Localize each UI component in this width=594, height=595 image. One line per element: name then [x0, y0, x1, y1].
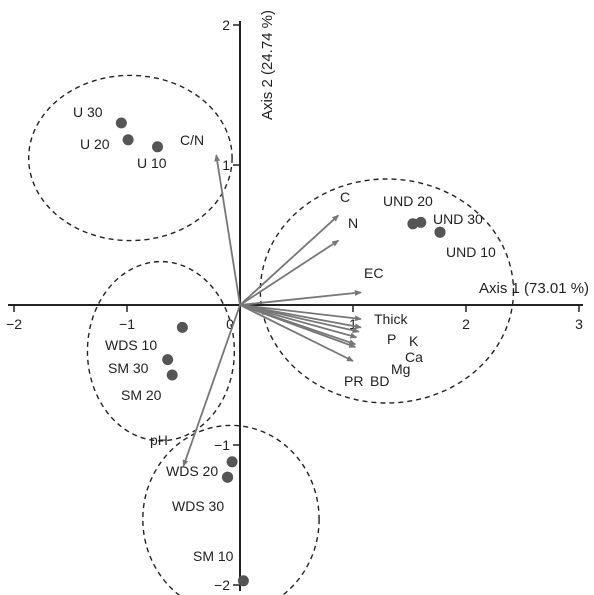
vector-c-n: [214, 154, 241, 306]
point-label-u-10: U 10: [137, 155, 167, 171]
vector-label-ca: Ca: [405, 349, 423, 365]
point-label-u-30: U 30: [73, 104, 103, 120]
point-label-und-10: UND 10: [446, 244, 496, 260]
point-label-u-20: U 20: [80, 136, 110, 152]
vector-ec: [239, 290, 362, 306]
y-tick-label: −2: [214, 577, 230, 593]
point-label-wds-20: WDS 20: [166, 463, 218, 479]
vector-k: [239, 304, 360, 334]
vector-n: [239, 239, 340, 306]
vector-pr: [239, 304, 354, 362]
point-label-und-30: UND 30: [433, 211, 483, 227]
point-wds-10: [176, 321, 188, 333]
x-axis-title: Axis 1 (73.01 %): [479, 280, 589, 297]
x-tick-label: −1: [119, 316, 135, 332]
point-u-20: [122, 134, 134, 146]
vector-label-n: N: [348, 215, 358, 231]
point-label-wds-30: WDS 30: [172, 498, 224, 514]
group-ellipses: [27, 74, 515, 595]
point-label-sm-30: SM 30: [108, 360, 149, 376]
vector-label-c-n: C/N: [180, 132, 204, 148]
point-sm-20: [166, 369, 178, 381]
x-tick-label: −2: [6, 316, 22, 332]
vector-label-k: K: [409, 333, 419, 349]
vector-label-thick: Thick: [374, 311, 408, 327]
vector-c: [239, 214, 340, 306]
point-label-und-20: UND 20: [383, 193, 433, 209]
x-tick-label: 3: [575, 316, 583, 332]
point-unlabeled-5: [415, 216, 427, 228]
point-label-sm-20: SM 20: [121, 387, 162, 403]
x-tick-label: 2: [462, 316, 470, 332]
point-sm-10: [237, 575, 249, 587]
vector-label-p: P: [387, 331, 396, 347]
vector-ph: [182, 304, 241, 467]
point-wds-30: [222, 471, 234, 483]
vector-label-mg: Mg: [391, 361, 410, 377]
x-tick-label: 1: [349, 316, 357, 332]
vector-label-ph: pH: [150, 432, 168, 448]
vector-thick: [239, 304, 362, 322]
point-label-wds-10: WDS 10: [105, 337, 157, 353]
point-u-30: [115, 117, 127, 129]
vector-bd: [239, 304, 357, 348]
y-axis-title: Axis 2 (24.74 %): [259, 10, 276, 120]
point-unlabeled-11: [226, 456, 238, 468]
point-u-10: [152, 141, 164, 153]
vector-label-c: C: [340, 189, 350, 205]
y-tick-label: −1: [214, 437, 230, 453]
y-tick-label: 1: [222, 157, 230, 173]
vector-label-pr: PR: [344, 373, 363, 389]
point-sm-30: [162, 354, 174, 366]
group-ellipse-4: [142, 424, 320, 595]
group-ellipse-1: [27, 74, 233, 242]
vector-ca: [239, 304, 358, 339]
group-ellipse-2: [259, 178, 515, 404]
point-und-10: [434, 226, 446, 238]
point-label-sm-10: SM 10: [193, 548, 234, 564]
vector-label-bd: BD: [370, 373, 389, 389]
x-tick-label: 0: [226, 316, 234, 332]
group-ellipse-3: [86, 260, 236, 442]
vector-label-ec: EC: [364, 265, 383, 281]
y-tick-label: 2: [222, 17, 230, 33]
